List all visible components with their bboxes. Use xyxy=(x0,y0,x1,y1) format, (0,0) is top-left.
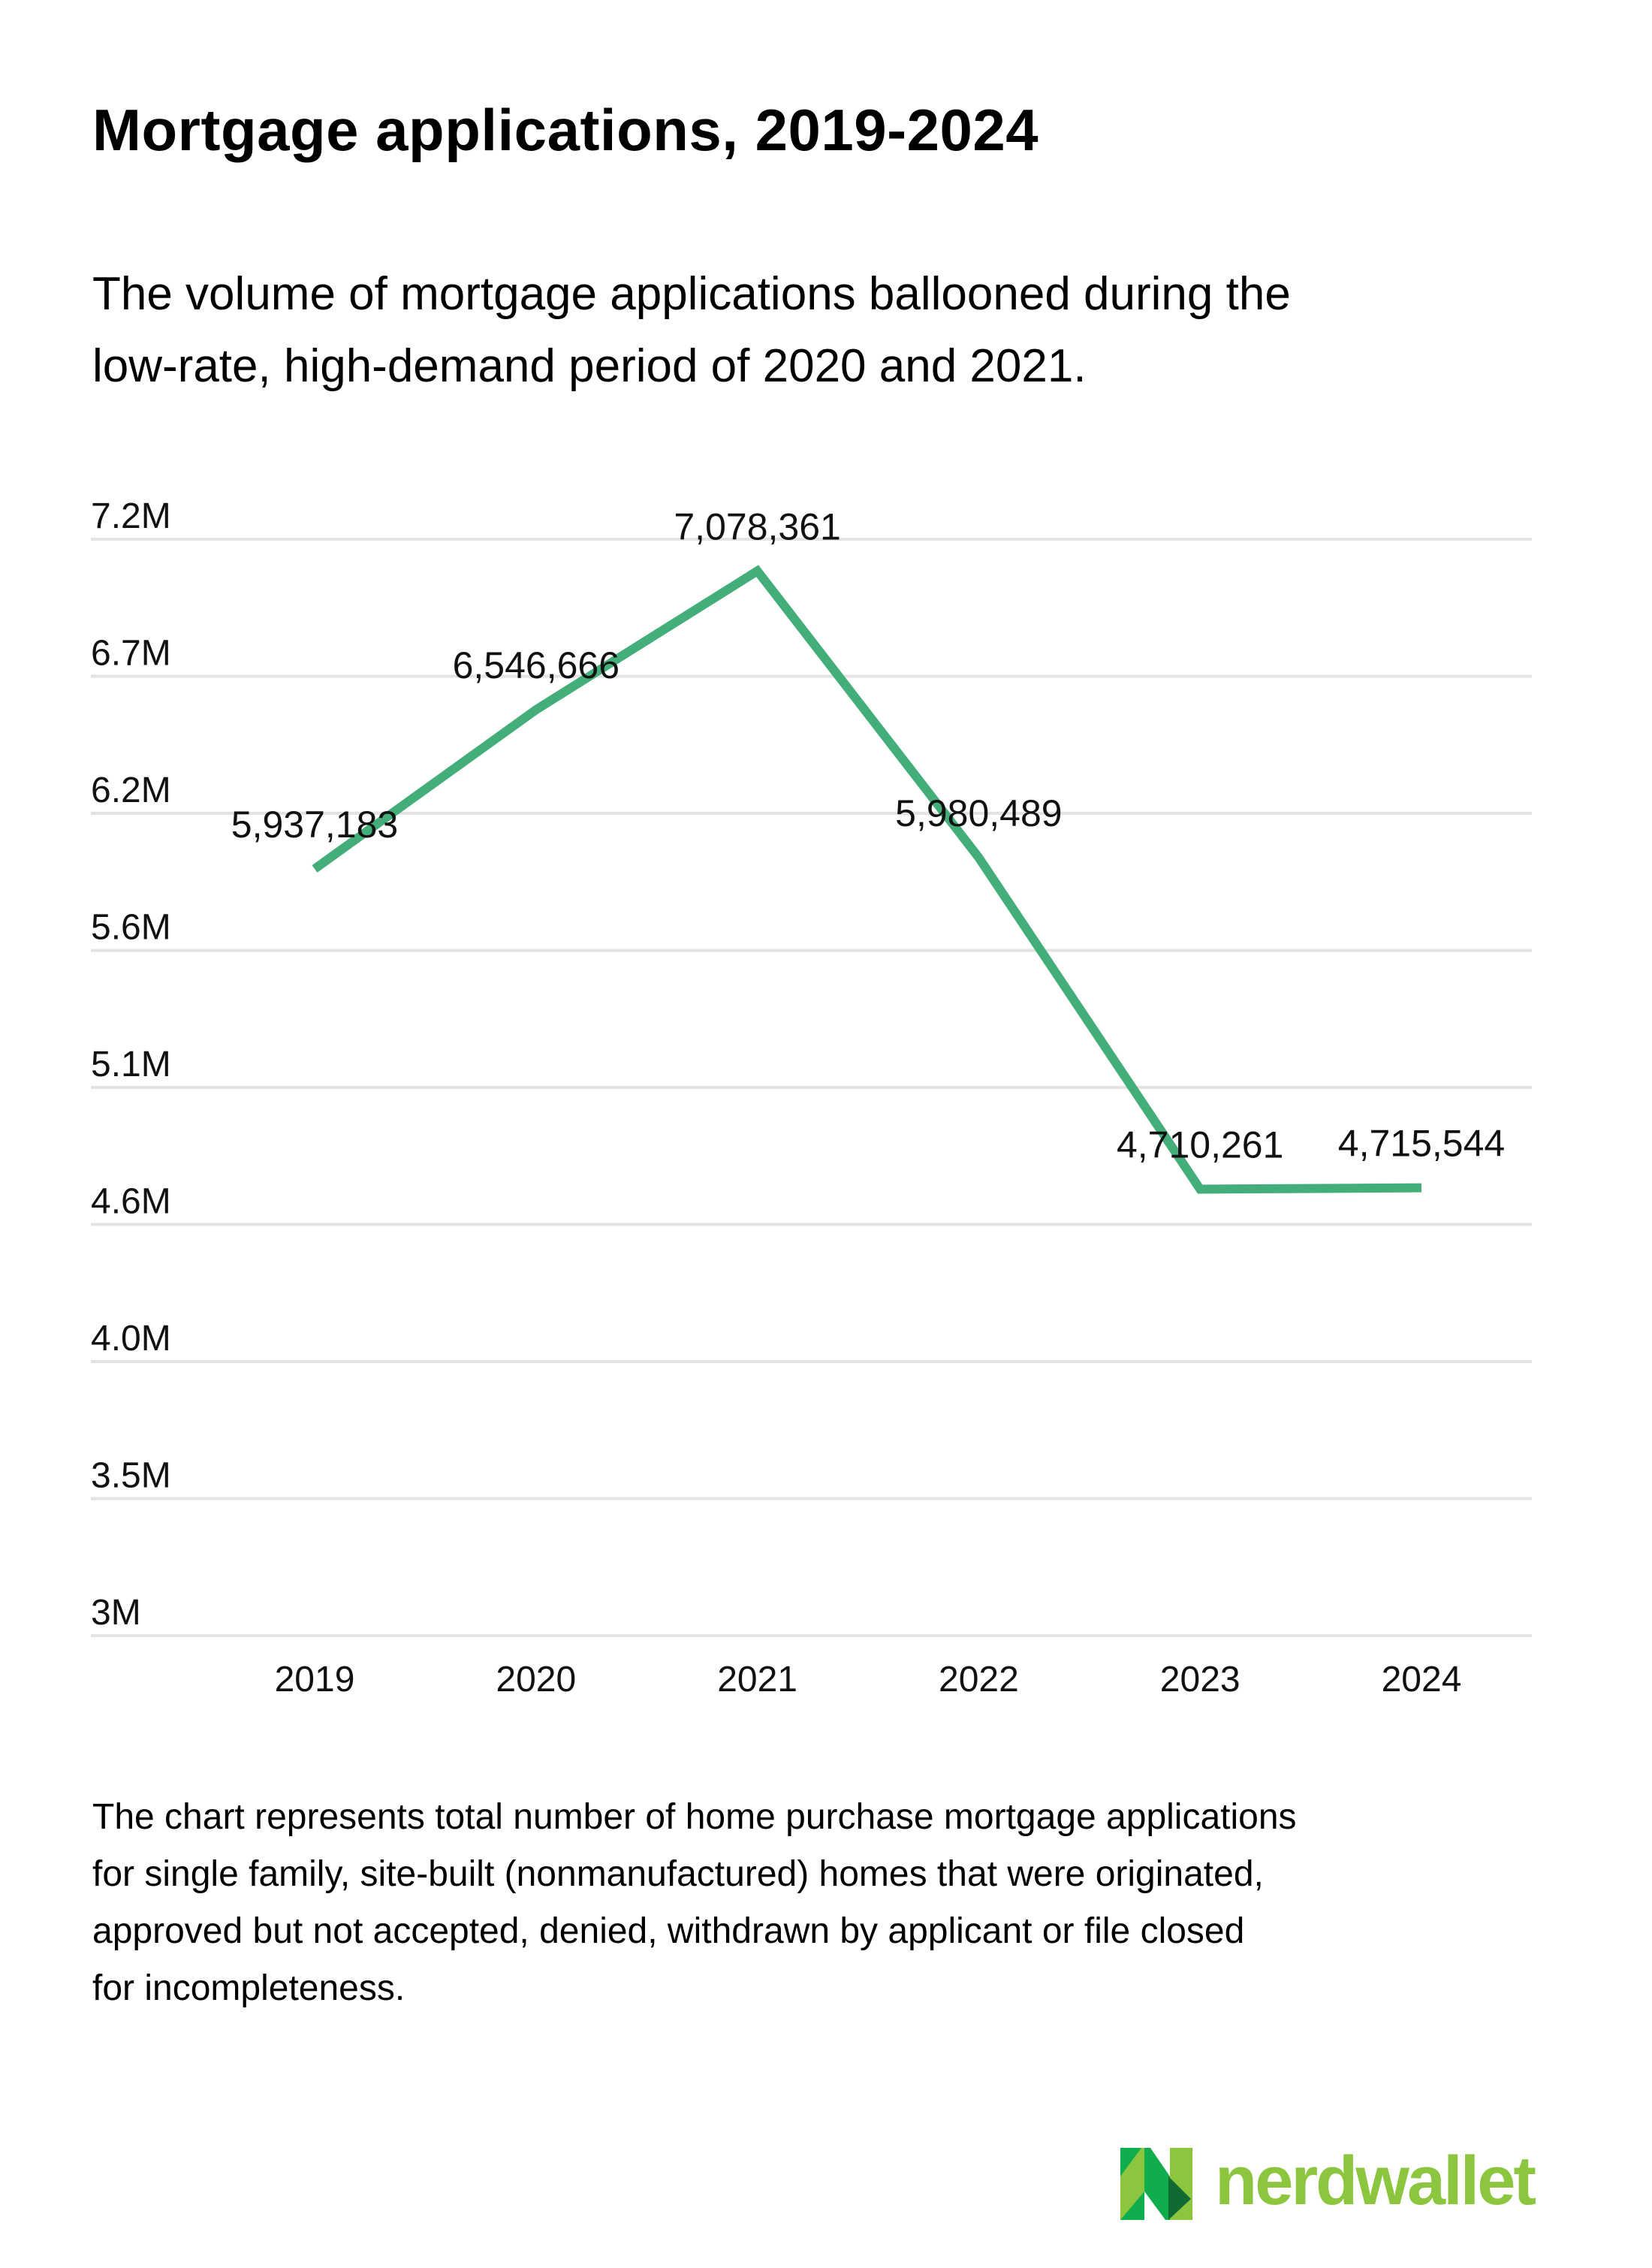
subtitle-line: low-rate, high-demand period of 2020 and… xyxy=(92,340,1087,392)
chart-title: Mortgage applications, 2019-2024 xyxy=(92,97,1039,163)
x-tick-label: 2022 xyxy=(939,1660,1019,1699)
subtitle-line: The volume of mortgage applications ball… xyxy=(92,268,1291,320)
x-tick-label: 2020 xyxy=(496,1660,576,1699)
footnote-line: The chart represents total number of hom… xyxy=(92,1797,1297,1837)
footnote-line: approved but not accepted, denied, withd… xyxy=(92,1911,1245,1951)
x-axis-tick-labels: 2019 2020 2021 2022 2023 2024 xyxy=(275,1660,1462,1699)
chart-footnote: The chart represents total number of hom… xyxy=(92,1789,1297,2017)
y-axis-tick-labels: 7.2M 6.7M 6.2M 5.6M 5.1M 4.6M 4.0M 3.5M 3M xyxy=(91,496,171,1633)
y-tick-label: 6.2M xyxy=(91,771,171,810)
gridlines xyxy=(91,538,1532,1637)
nerdwallet-wordmark: nerdwallet xyxy=(1215,2143,1536,2219)
series-layer xyxy=(312,565,1422,1194)
chart-subtitle: The volume of mortgage applications ball… xyxy=(92,258,1291,403)
y-tick-label: 7.2M xyxy=(91,496,171,536)
footnote-line: for single family, site-built (nonmanufa… xyxy=(92,1854,1264,1894)
x-tick-label: 2021 xyxy=(717,1660,797,1699)
y-tick-label: 5.6M xyxy=(91,908,171,948)
x-tick-label: 2023 xyxy=(1160,1660,1241,1699)
y-tick-label: 5.1M xyxy=(91,1045,171,1084)
x-tick-label: 2024 xyxy=(1382,1660,1462,1699)
data-label: 5,980,489 xyxy=(895,792,1062,834)
footnote-line: for incompleteness. xyxy=(92,1968,405,2008)
data-label: 4,710,261 xyxy=(1117,1123,1283,1166)
series-line xyxy=(312,565,1422,1194)
y-tick-label: 3M xyxy=(91,1593,141,1633)
x-tick-label: 2019 xyxy=(275,1660,355,1699)
y-tick-label: 6.7M xyxy=(91,634,171,674)
nerdwallet-logo: nerdwallet xyxy=(1120,2143,1536,2220)
data-label: 4,715,544 xyxy=(1338,1123,1505,1165)
data-label: 5,937,183 xyxy=(231,804,398,846)
nerdwallet-n-icon xyxy=(1120,2148,1192,2220)
data-label: 7,078,361 xyxy=(674,505,840,547)
data-labels: 5,937,183 6,546,666 7,078,361 5,980,489 4,71… xyxy=(231,505,1505,1166)
y-tick-label: 3.5M xyxy=(91,1456,171,1496)
data-label: 6,546,666 xyxy=(453,644,620,686)
y-tick-label: 4.0M xyxy=(91,1319,171,1359)
y-tick-label: 4.6M xyxy=(91,1182,171,1222)
